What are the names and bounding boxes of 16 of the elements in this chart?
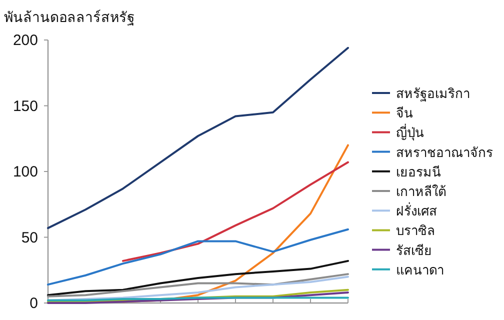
ylabel: พันล้านดอลลาร์สหรัฐ — [4, 9, 135, 25]
legend-label: จีน — [396, 106, 413, 121]
y-tick-label: 200 — [12, 32, 38, 49]
legend-label: สหราชอาณาจักร — [396, 144, 493, 160]
legend-label: เกาหลีใต้ — [396, 184, 446, 199]
y-tick-label: 150 — [12, 98, 38, 115]
legend-label: บราซิล — [396, 223, 435, 238]
legend-label: เยอรมนี — [396, 164, 441, 180]
legend-label: แคนาดา — [396, 262, 444, 278]
legend-label: ฝรั่งเศส — [396, 202, 437, 219]
y-tick-label: 0 — [30, 295, 38, 312]
y-tick-label: 100 — [12, 164, 38, 180]
legend-label: รัสเซีย — [396, 242, 432, 258]
y-tick-label: 50 — [21, 229, 38, 246]
legend-label: ญี่ปุ่น — [396, 124, 424, 142]
legend-label: สหรัฐอเมริกา — [396, 86, 470, 102]
